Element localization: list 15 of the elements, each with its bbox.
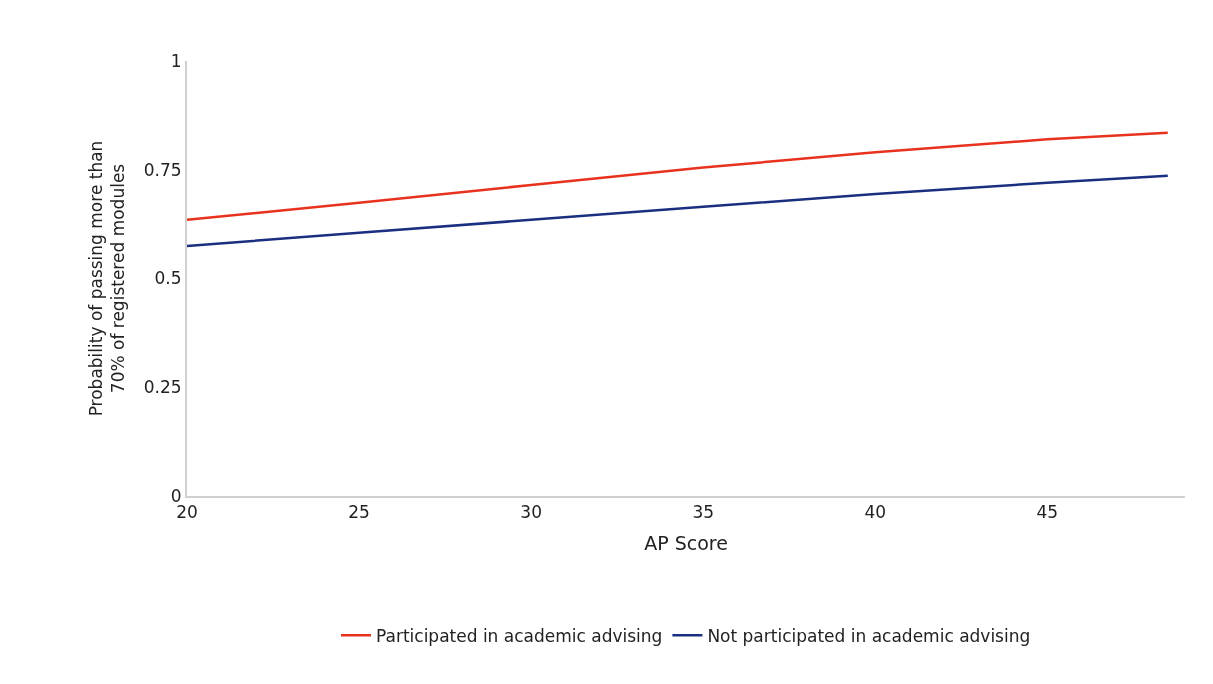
x-axis-title: AP Score: [644, 531, 728, 554]
y-tick-label: 0.5: [154, 268, 182, 289]
legend-label: Participated in academic advising: [376, 625, 663, 646]
x-tick-label: 45: [1036, 502, 1059, 523]
y-tick-label: 0.25: [143, 377, 182, 398]
x-tick-label: 35: [692, 502, 715, 523]
y-tick-label: 1: [170, 50, 182, 71]
y-axis-title: Probability of passing more than 70% of registered modules: [85, 140, 128, 417]
x-tick-label: 25: [348, 502, 370, 523]
legend-label: Not participated in academic advising: [707, 625, 1031, 646]
x-tick-label: 30: [520, 502, 542, 523]
line-series: [187, 131, 1170, 222]
x-tick-label: 40: [864, 502, 887, 523]
y-tick-label: 0.75: [143, 159, 182, 180]
line-series: [187, 174, 1170, 248]
